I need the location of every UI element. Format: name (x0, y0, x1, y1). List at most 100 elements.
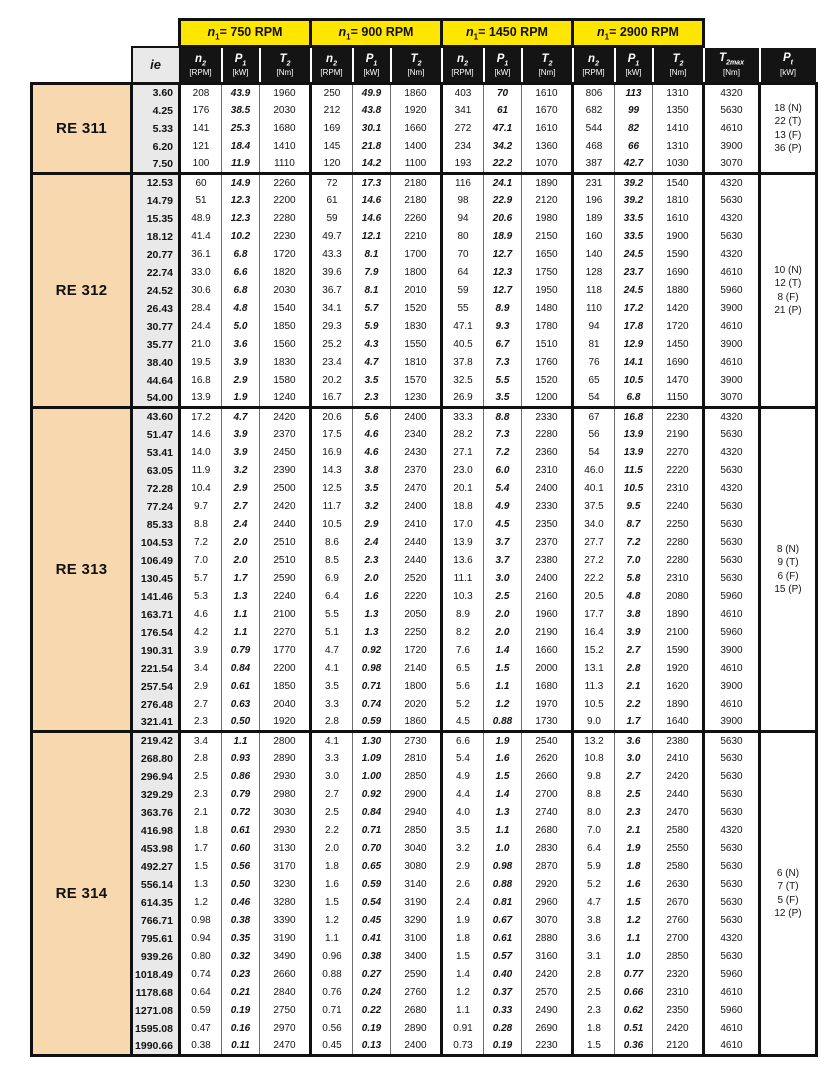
p1-value: 3.5 (483, 389, 522, 408)
speed-group-header-900: n1= 900 RPM (309, 18, 443, 48)
table-row: 20.77 36.1 6.8 1720 43.3 8.1 1700 70 12.7 1650 140… (32, 245, 817, 264)
n2-value: 5.9 (571, 857, 615, 876)
p1-value: 1.1 (221, 730, 260, 750)
n2-value: 13.6 (440, 551, 484, 570)
t2-value: 2940 (390, 803, 442, 822)
n2-value: 54 (571, 443, 615, 462)
t2-value: 1650 (521, 245, 573, 264)
p1-value: 0.33 (483, 1001, 522, 1020)
n2-value: 2.7 (309, 785, 353, 804)
ie-value: 492.27 (131, 857, 181, 876)
table-row: 85.33 8.8 2.4 2440 10.5 2.9 2410 17.0 4.5 2350 34.… (32, 515, 817, 534)
n2-value: 193 (440, 155, 484, 174)
n2-value: 23.4 (309, 353, 353, 372)
col-header-t2-900: T2 [Nm] (389, 45, 443, 85)
t2-value: 1850 (259, 317, 311, 336)
t2-value: 1620 (652, 677, 704, 696)
ie-value: 30.77 (131, 317, 181, 336)
n2-value: 16.8 (178, 371, 222, 390)
t2-value: 2620 (521, 749, 573, 768)
t2max-value: 5630 (702, 857, 760, 876)
p1-value: 1.6 (483, 749, 522, 768)
p1-value: 43.8 (352, 101, 391, 120)
t2-value: 3070 (521, 911, 573, 930)
n2-value: 1.2 (440, 983, 484, 1002)
t2-value: 2370 (521, 533, 573, 552)
t2-value: 2440 (390, 533, 442, 552)
table-row: 416.98 1.8 0.61 2930 2.2 0.71 2850 3.5 1.1 2680 7.… (32, 821, 817, 840)
n2-value: 48.9 (178, 209, 222, 228)
table-row: 106.49 7.0 2.0 2510 8.5 2.3 2440 13.6 3.7 2380 27.… (32, 551, 817, 570)
n2-value: 1.5 (571, 1037, 615, 1057)
n2-value: 15.2 (571, 641, 615, 660)
t2-value: 1200 (521, 389, 573, 408)
p1-value: 0.38 (221, 911, 260, 930)
ie-value: 53.41 (131, 443, 181, 462)
t2-value: 1310 (652, 82, 704, 102)
n2-value: 64 (440, 263, 484, 282)
p1-value: 0.63 (221, 695, 260, 714)
p1-value: 0.50 (221, 713, 260, 732)
t2max-value: 3900 (702, 641, 760, 660)
n2-value: 2.9 (440, 857, 484, 876)
n2-value: 14.6 (178, 425, 222, 444)
n2-value: 76 (571, 353, 615, 372)
t2-value: 2230 (521, 1037, 573, 1057)
col-header-pt: Pt [kW] (758, 45, 818, 85)
p1-value: 17.2 (614, 299, 653, 318)
table-body: RE 311 3.60 208 43.9 1960 250 49.9 1860 403 70 161… (30, 82, 818, 1057)
p1-value: 3.5 (352, 371, 391, 390)
model-label: RE 313 (30, 406, 133, 733)
n2-value: 387 (571, 155, 615, 174)
p1-value: 0.93 (221, 749, 260, 768)
t2-value: 2380 (521, 551, 573, 570)
t2-value: 2270 (652, 443, 704, 462)
p1-value: 21.8 (352, 137, 391, 156)
t2-value: 1480 (521, 299, 573, 318)
n2-value: 3.4 (178, 730, 222, 750)
t2-value: 1640 (652, 713, 704, 732)
t2-value: 1070 (521, 155, 573, 174)
pt-rating-line: 8 (N) (776, 543, 800, 555)
speed-group-header-1450: n1= 1450 RPM (440, 18, 574, 48)
t2max-value: 3070 (702, 155, 760, 174)
p1-value: 3.2 (352, 497, 391, 516)
p1-value: 38.5 (221, 101, 260, 120)
p1-value: 0.79 (221, 641, 260, 660)
pt-rating-line: 6 (N) (776, 867, 800, 879)
t2-value: 2190 (652, 425, 704, 444)
table-row: 614.35 1.2 0.46 3280 1.5 0.54 3190 2.4 0.81 2960 4… (32, 893, 817, 912)
n2-value: 49.7 (309, 227, 353, 246)
p1-value: 39.2 (614, 191, 653, 210)
n2-value: 25.2 (309, 335, 353, 354)
n2-value: 47.1 (440, 317, 484, 336)
p1-value: 16.8 (614, 406, 653, 426)
ie-value: 43.60 (131, 406, 181, 426)
col-header-t2max: T2max [Nm] (702, 45, 761, 85)
t2-value: 2510 (259, 551, 311, 570)
n2-value: 65 (571, 371, 615, 390)
t2-value: 1690 (652, 353, 704, 372)
p1-value: 4.7 (221, 406, 260, 426)
n2-value: 9.0 (571, 713, 615, 732)
t2-value: 2310 (652, 983, 704, 1002)
p1-value: 20.6 (483, 209, 522, 228)
t2-value: 2850 (652, 947, 704, 966)
p1-value: 2.8 (614, 659, 653, 678)
pt-rating-line: 7 (T) (777, 881, 799, 892)
t2-value: 2630 (652, 875, 704, 894)
n2-value: 1.5 (309, 893, 353, 912)
p1-value: 5.4 (483, 479, 522, 498)
t2max-value: 5630 (702, 911, 760, 930)
n2-value: 10.8 (571, 749, 615, 768)
p1-value: 33.5 (614, 209, 653, 228)
ie-value: 296.94 (131, 767, 181, 786)
pt-rating-line: 18 (N) (774, 102, 802, 114)
p1-value: 0.84 (352, 803, 391, 822)
ie-value: 321.41 (131, 713, 181, 732)
p1-value: 1.9 (221, 389, 260, 408)
t2-value: 1800 (390, 677, 442, 696)
corner-spacer (31, 19, 180, 47)
p1-value: 82 (614, 119, 653, 138)
ie-value: 1990.66 (131, 1037, 181, 1057)
